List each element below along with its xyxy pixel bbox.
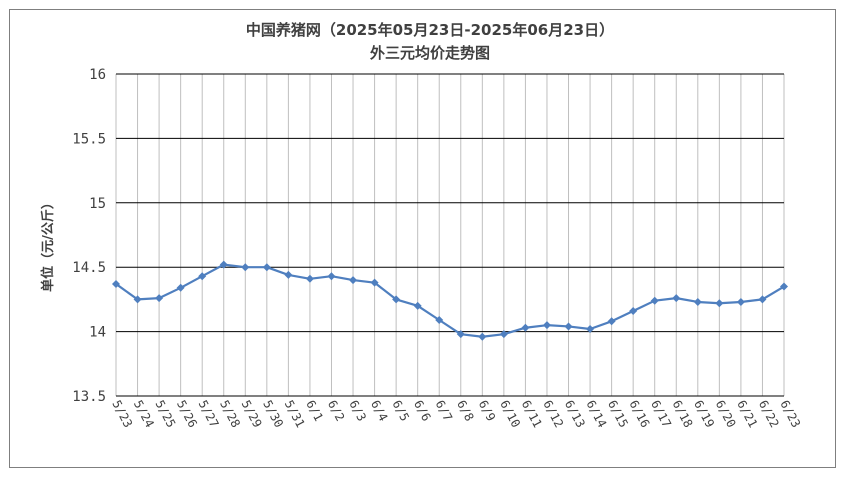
x-tick-label: 6/4 (368, 398, 391, 424)
data-point (349, 276, 358, 285)
x-tick-label: 6/19 (691, 398, 717, 430)
data-point (112, 279, 120, 288)
x-tick-label: 5/26 (174, 398, 200, 430)
series-line (115, 263, 785, 338)
y-tick-label: 14.5 (72, 260, 106, 276)
x-tick-label: 6/11 (519, 398, 545, 430)
data-point (262, 263, 271, 272)
x-tick-label: 6/15 (605, 398, 631, 430)
y-tick-label: 15.5 (72, 131, 106, 147)
x-tick-label: 6/8 (454, 398, 477, 424)
data-point (693, 297, 702, 306)
data-point (715, 299, 724, 308)
data-point (176, 283, 185, 292)
data-point (370, 278, 379, 287)
y-tick-label: 14 (89, 325, 106, 341)
x-tick-label: 5/31 (282, 398, 308, 430)
data-point (780, 282, 788, 291)
y-tick-label: 16 (89, 67, 106, 83)
grid-lines (115, 73, 785, 397)
data-point (478, 332, 487, 341)
data-point (241, 263, 250, 272)
x-tick-label: 5/25 (152, 398, 178, 430)
data-point (219, 260, 228, 269)
x-tick-label: 6/23 (777, 398, 803, 430)
x-tick-label: 5/30 (260, 398, 286, 430)
x-tick-label: 5/23 (109, 398, 135, 430)
data-point (305, 274, 314, 283)
data-point (542, 321, 551, 330)
data-point (133, 295, 142, 304)
x-tick-label: 6/17 (648, 398, 674, 430)
x-tick-label: 6/12 (540, 398, 566, 430)
y-tick-label: 15 (89, 196, 106, 212)
data-point (586, 325, 595, 334)
data-point (672, 294, 681, 303)
data-point (413, 301, 422, 310)
x-tick-label: 6/3 (346, 398, 369, 424)
y-tick-label: 13.5 (72, 389, 106, 405)
x-tick-label: 5/24 (131, 398, 157, 430)
x-tick-label: 6/10 (497, 398, 523, 430)
x-tick-label: 5/29 (239, 398, 265, 430)
x-tick-label: 5/27 (196, 398, 222, 430)
data-point (456, 330, 465, 339)
x-tick-label: 6/2 (325, 398, 348, 424)
data-point (392, 295, 401, 304)
data-point (284, 270, 293, 279)
chart-subtitle: 外三元均价走势图 (369, 44, 490, 62)
x-tick-label: 6/13 (562, 398, 588, 430)
x-tick-label: 6/5 (389, 398, 412, 424)
x-tick-label: 6/22 (756, 398, 782, 430)
x-tick-label: 6/16 (627, 398, 653, 430)
data-point (198, 272, 207, 281)
data-point (758, 295, 767, 304)
x-tick-label: 6/7 (433, 398, 456, 424)
series-price (112, 260, 788, 341)
x-tick-label: 6/6 (411, 398, 434, 424)
data-point (155, 294, 164, 303)
y-axis-label: 单位（元/公斤） (40, 196, 56, 292)
data-point (327, 272, 336, 281)
data-point (650, 296, 659, 305)
data-point (607, 317, 616, 326)
x-tick-label: 6/14 (583, 398, 609, 430)
x-tick-label: 5/28 (217, 398, 243, 430)
x-tick-label: 6/18 (670, 398, 696, 430)
data-point (629, 306, 638, 315)
data-point (564, 322, 573, 331)
data-point (435, 316, 444, 325)
data-point (499, 330, 508, 339)
data-point (521, 323, 530, 332)
x-tick-labels: 5/235/245/255/265/275/285/295/305/31 6/1 6… (109, 398, 803, 430)
chart-title: 中国养猪网（2025年05月23日-2025年06月23日） (246, 21, 614, 39)
x-tick-label: 6/21 (734, 398, 760, 430)
x-tick-label: 6/9 (476, 398, 499, 424)
data-point (736, 297, 745, 306)
x-tick-label: 6/20 (713, 398, 739, 430)
y-tick-labels: 16 15.5 15 14.5 14 13.5 (72, 67, 106, 405)
